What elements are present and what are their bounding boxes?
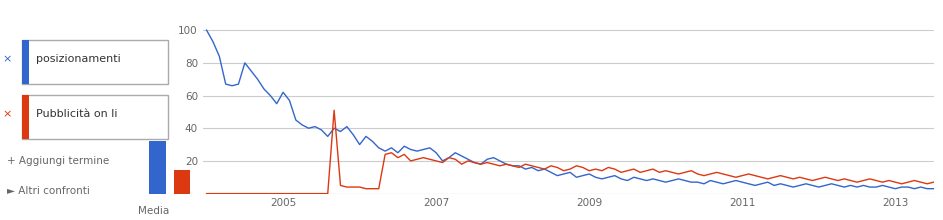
FancyBboxPatch shape: [22, 40, 28, 84]
Text: posizionamenti: posizionamenti: [36, 54, 121, 64]
FancyBboxPatch shape: [22, 95, 169, 139]
Text: ► Altri confronti: ► Altri confronti: [8, 186, 90, 196]
Text: ×: ×: [3, 54, 12, 64]
FancyBboxPatch shape: [22, 40, 169, 84]
FancyBboxPatch shape: [22, 95, 28, 139]
Bar: [149, 141, 166, 194]
Text: + Aggiungi termine: + Aggiungi termine: [8, 156, 109, 166]
Text: Pubblicità on li: Pubblicità on li: [36, 109, 117, 119]
Bar: [174, 170, 190, 194]
Text: ×: ×: [3, 109, 12, 119]
Text: Media: Media: [138, 206, 169, 216]
